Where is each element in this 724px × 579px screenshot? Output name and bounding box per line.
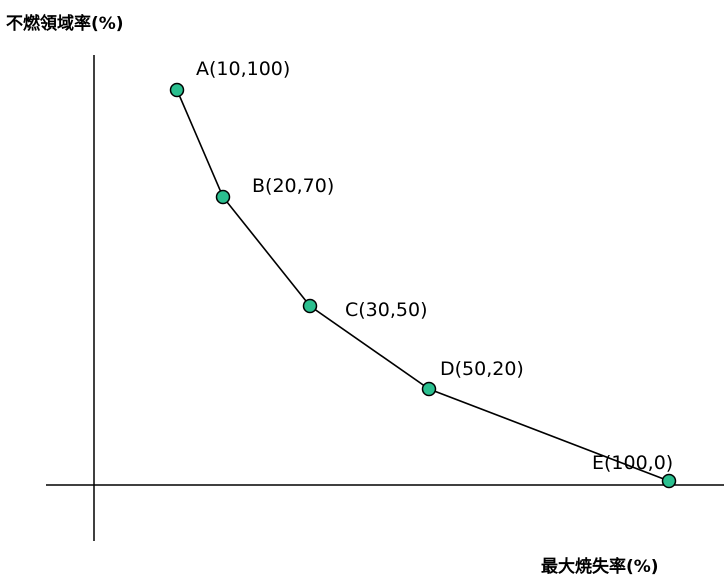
data-point-0 [169, 82, 185, 98]
series-line [176, 89, 670, 482]
data-point-1 [215, 189, 231, 205]
data-point-4 [661, 473, 677, 489]
data-label-4: E(100,0) [592, 452, 673, 474]
y-axis-title: 不燃領域率(%) [6, 13, 124, 34]
x-axis-title: 最大焼失率(%) [541, 556, 659, 577]
data-label-1: B(20,70) [252, 175, 334, 197]
data-labels: A(10,100) B(20,70) C(30,50) D(50,20) E(100,0… [196, 58, 673, 474]
data-label-2: C(30,50) [345, 299, 428, 321]
data-markers [169, 82, 677, 489]
data-label-0: A(10,100) [196, 58, 290, 80]
data-point-3 [421, 381, 437, 397]
data-label-3: D(50,20) [440, 358, 524, 380]
data-point-2 [302, 298, 318, 314]
